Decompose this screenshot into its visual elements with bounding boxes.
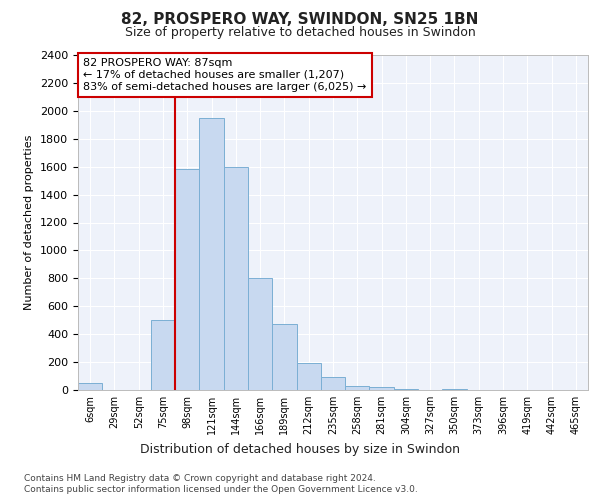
Text: 82, PROSPERO WAY, SWINDON, SN25 1BN: 82, PROSPERO WAY, SWINDON, SN25 1BN	[121, 12, 479, 28]
Bar	[78, 383, 102, 390]
Text: Distribution of detached houses by size in Swindon: Distribution of detached houses by size …	[140, 442, 460, 456]
Bar	[199, 118, 224, 390]
Text: Size of property relative to detached houses in Swindon: Size of property relative to detached ho…	[125, 26, 475, 39]
Text: 82 PROSPERO WAY: 87sqm
← 17% of detached houses are smaller (1,207)
83% of semi-: 82 PROSPERO WAY: 87sqm ← 17% of detached…	[83, 58, 367, 92]
Bar	[224, 166, 248, 390]
Bar	[345, 386, 370, 390]
Text: Contains HM Land Registry data © Crown copyright and database right 2024.: Contains HM Land Registry data © Crown c…	[24, 474, 376, 483]
Bar	[175, 170, 199, 390]
Bar	[370, 387, 394, 390]
Bar	[296, 364, 321, 390]
Bar	[321, 378, 345, 390]
Text: Contains public sector information licensed under the Open Government Licence v3: Contains public sector information licen…	[24, 485, 418, 494]
Bar	[248, 278, 272, 390]
Bar	[151, 320, 175, 390]
Bar	[442, 388, 467, 390]
Bar	[272, 324, 296, 390]
Y-axis label: Number of detached properties: Number of detached properties	[25, 135, 34, 310]
Bar	[394, 388, 418, 390]
